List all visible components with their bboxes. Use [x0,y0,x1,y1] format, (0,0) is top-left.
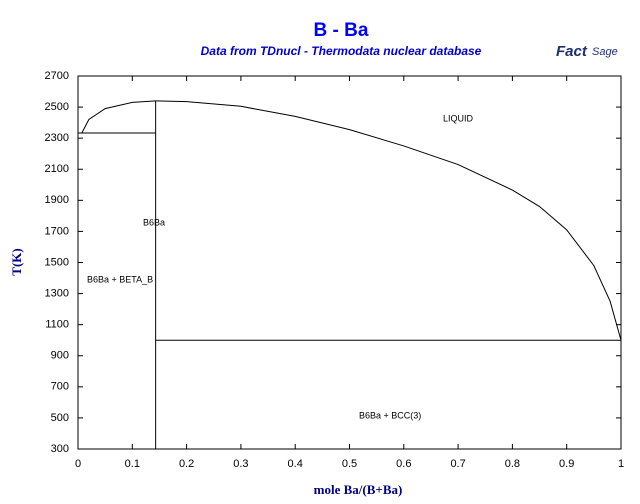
y-tick-label: 2700 [45,70,69,82]
phase-boundary [81,100,156,134]
x-tick-label: 0.1 [125,458,140,470]
y-tick-label: 1500 [45,256,69,268]
region-label: B6Ba + BETA_B [87,274,153,284]
x-tick-label: 0.6 [396,458,411,470]
y-tick-label: 1300 [45,287,69,299]
region-label: LIQUID [443,113,474,123]
y-tick-label: 2100 [45,163,69,175]
x-tick-label: 0.3 [233,458,248,470]
x-tick-label: 1 [618,458,624,470]
chart-subtitle: Data from TDnucl - Thermodata nuclear da… [201,44,482,58]
y-tick-label: 500 [51,412,69,424]
region-label: B6Ba + BCC(3) [359,410,421,420]
region-label: B6Ba [143,217,165,227]
y-tick-label: 300 [51,443,69,455]
x-tick-label: 0.8 [505,458,520,470]
x-tick-label: 0.2 [179,458,194,470]
logo-light: Sage [592,46,618,58]
x-axis-label: mole Ba/(B+Ba) [314,482,403,497]
y-tick-label: 1700 [45,225,69,237]
chart-title: B - Ba [314,20,369,41]
logo-bold: Fact [556,43,588,60]
y-tick-label: 700 [51,381,69,393]
x-tick-label: 0.7 [450,458,465,470]
y-tick-label: 2500 [45,101,69,113]
y-tick-label: 900 [51,350,69,362]
logo: Fact Sage [556,43,618,60]
y-tick-label: 1100 [45,319,69,331]
phase-boundary [155,100,622,341]
y-tick-label: 1900 [45,194,69,206]
y-axis-label: T(K) [9,248,24,275]
x-tick-label: 0.4 [288,458,303,470]
x-tick-label: 0 [75,458,81,470]
y-tick-label: 2300 [45,132,69,144]
x-tick-label: 0.5 [342,458,357,470]
x-tick-label: 0.9 [559,458,574,470]
